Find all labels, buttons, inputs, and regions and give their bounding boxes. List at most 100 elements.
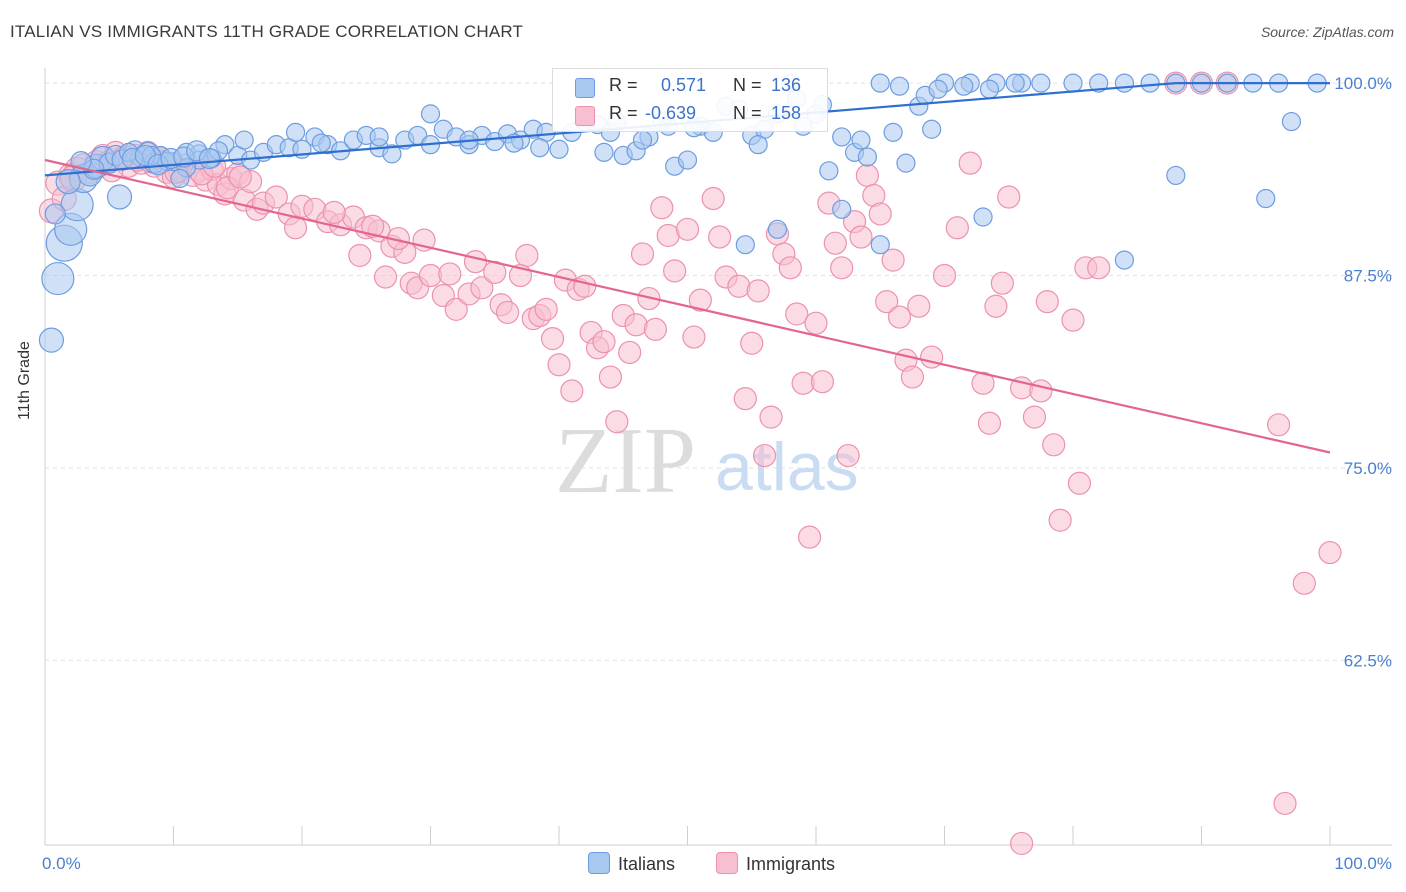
immigrant-point — [1048, 508, 1072, 532]
immigrant-point — [650, 196, 674, 220]
italian-point — [870, 235, 890, 255]
legend-r-label: R = — [609, 75, 638, 95]
bottom-legend-immigrants[interactable]: Immigrants — [716, 852, 835, 875]
immigrant-point — [977, 411, 1002, 435]
immigrant-point — [797, 525, 822, 549]
italian-point — [832, 127, 852, 147]
chart-title: ITALIAN VS IMMIGRANTS 11TH GRADE CORRELA… — [10, 22, 524, 41]
immigrant-point — [283, 216, 308, 240]
italian-point — [504, 133, 524, 153]
italian-point — [832, 199, 852, 219]
immigrant-point — [573, 274, 597, 298]
immigrant-point — [228, 165, 252, 189]
italians-legend-swatch — [588, 852, 610, 874]
italian-point — [594, 142, 614, 162]
immigrant-point — [560, 379, 584, 403]
immigrant-point — [791, 371, 815, 395]
italian-point — [677, 150, 698, 170]
italian-point — [954, 76, 974, 96]
italian-point — [198, 147, 221, 170]
immigrant-point — [1292, 571, 1316, 595]
italian-point — [170, 168, 190, 189]
italian-point — [735, 235, 755, 255]
immigrant-point — [945, 216, 969, 240]
immigrant-point — [984, 294, 1008, 318]
immigrants-trend-line — [44, 158, 1331, 454]
x-tick-label: 100.0% — [1334, 854, 1392, 873]
immigrant-point — [971, 371, 995, 395]
immigrant-point — [496, 300, 520, 325]
italian-point — [420, 104, 441, 124]
immigrant-point — [785, 302, 809, 326]
bottom-legend-italians[interactable]: Italians — [588, 852, 675, 875]
immigrant-point — [932, 263, 957, 288]
immigrant-point — [592, 330, 616, 354]
italian-point — [767, 219, 788, 239]
immigrant-point — [701, 186, 725, 211]
immigrant-point — [540, 326, 565, 351]
immigrant-point — [1029, 379, 1053, 403]
immigrant-point — [759, 405, 783, 429]
immigrant-point — [463, 250, 488, 274]
immigrant-point — [900, 365, 924, 389]
immigrant-point — [1273, 791, 1297, 816]
italian-point — [1114, 73, 1135, 93]
italian-point — [973, 207, 993, 227]
immigrant-point — [656, 223, 680, 248]
immigrant-point — [836, 443, 860, 468]
legend-n-label: N = — [733, 103, 762, 123]
italian-point — [922, 119, 942, 139]
legend-italians-n: 136 — [771, 75, 802, 95]
italian-point — [549, 139, 569, 159]
legend-n-label: N = — [733, 75, 762, 95]
legend-immigrants-r: -0.639 — [645, 103, 697, 123]
immigrant-point — [778, 256, 802, 280]
immigrant-point — [515, 243, 539, 268]
immigrant-point — [547, 353, 571, 377]
immigrant-point — [618, 340, 642, 365]
immigrant-point — [348, 243, 372, 268]
immigrant-point — [688, 288, 712, 312]
immigrant-point — [630, 242, 655, 266]
italian-point — [819, 161, 839, 181]
immigrant-point — [855, 163, 880, 188]
immigrant-point — [682, 325, 706, 349]
immigrant-point — [804, 311, 828, 335]
immigrants-swatch — [575, 106, 595, 126]
immigrant-point — [643, 317, 667, 341]
y-axis-label: 11th Grade — [16, 341, 33, 420]
immigrant-point — [830, 256, 854, 280]
immigrant-point — [810, 370, 835, 394]
italian-point — [530, 138, 550, 158]
immigrants-legend-swatch — [716, 852, 738, 874]
italians-legend-label: Italians — [618, 854, 676, 874]
italian-point — [41, 261, 75, 296]
italian-point — [1089, 73, 1109, 93]
legend-immigrants-n: 158 — [771, 103, 802, 123]
immigrant-point — [598, 365, 623, 389]
immigrant-point — [444, 297, 468, 321]
italian-point — [1005, 73, 1025, 93]
italian-point — [896, 153, 916, 173]
italian-point — [979, 79, 1000, 99]
italian-point — [55, 168, 81, 195]
x-tick-label: 0.0% — [42, 854, 81, 873]
italian-point — [38, 327, 65, 353]
legend-row-italians: R = 0.571 N = 136 — [553, 72, 827, 100]
italian-point — [1256, 188, 1276, 209]
immigrant-point — [1318, 540, 1342, 565]
immigrant-point — [470, 276, 494, 300]
legend-italians-r: 0.571 — [661, 75, 707, 95]
immigrant-point — [624, 313, 648, 337]
italian-point — [382, 144, 402, 164]
y-tick-label: 87.5% — [1344, 266, 1392, 285]
watermark-atlas: atlas — [715, 429, 859, 505]
italians-swatch — [575, 78, 595, 98]
immigrant-point — [1022, 405, 1047, 429]
immigrant-point — [907, 294, 931, 318]
italian-point — [632, 130, 653, 150]
immigrant-point — [534, 297, 558, 321]
immigrant-point — [264, 185, 288, 209]
italian-point — [106, 184, 133, 210]
